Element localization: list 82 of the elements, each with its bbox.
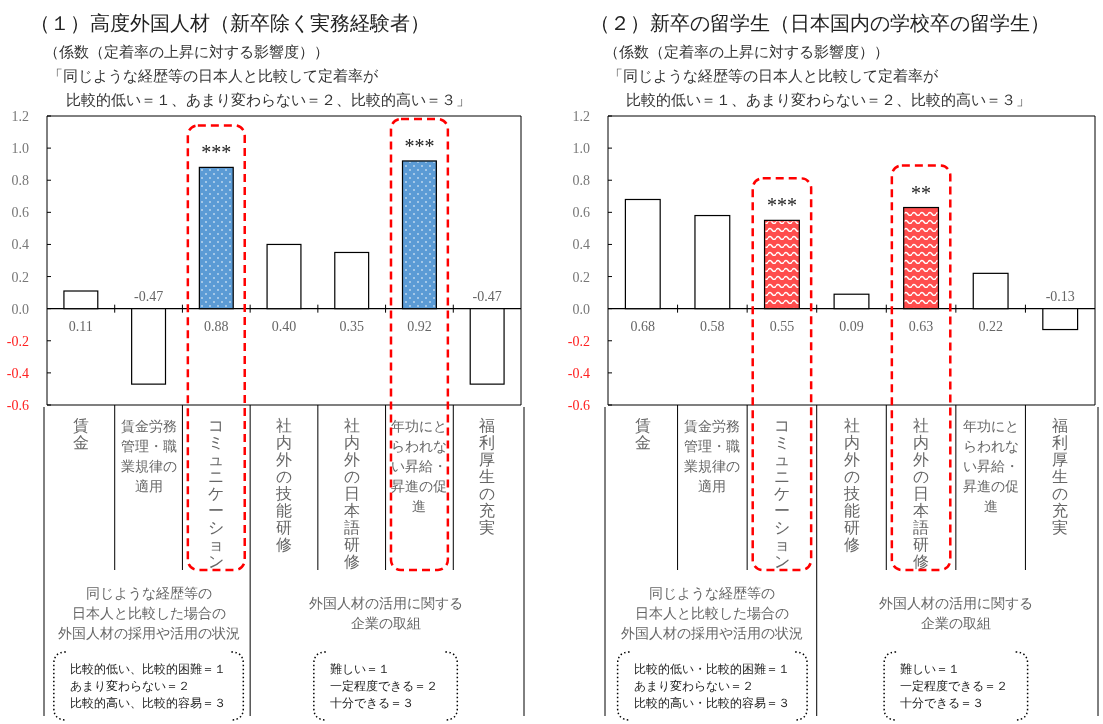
annotation: ** xyxy=(911,181,932,204)
text: 外国人材の活用に関する xyxy=(878,596,1033,611)
text: 十分できる＝３ xyxy=(329,697,414,710)
y-tick-label: -0.4 xyxy=(567,365,590,381)
text: 企業の取組 xyxy=(920,616,991,631)
data-label: -0.47 xyxy=(133,288,164,304)
x-tick-label: 賃金労務管理・職業規律の適用 xyxy=(684,419,741,494)
data-label: -0.13 xyxy=(1045,288,1075,304)
chart-subtitle: 「同じような経歴等の日本人と比較して定着率が xyxy=(608,68,939,84)
data-label: 0.92 xyxy=(407,318,432,334)
text: 比較的低い＝１、あまり変わらない＝２、比較的高い＝３」 xyxy=(626,92,1031,108)
y-tick-label: 1.2 xyxy=(11,109,29,124)
data-label: 0.35 xyxy=(339,318,364,334)
annotation: *** xyxy=(766,194,797,217)
text: 外国人材の活用に関する xyxy=(308,596,463,611)
y-tick-label: -0.6 xyxy=(567,398,590,413)
y-axis-title: （係数（定着率の上昇に対する影響度）） xyxy=(604,44,889,60)
y-axis-title: （係数（定着率の上昇に対する影響度）） xyxy=(44,44,329,60)
y-tick-label: 0.8 xyxy=(572,173,590,189)
y-tick-label: 1.2 xyxy=(572,109,590,124)
y-tick-label: 0.8 xyxy=(11,173,29,189)
text: 十分できる＝３ xyxy=(900,697,985,710)
category-label: コミュニケーション xyxy=(208,417,225,570)
text: 難しい＝１ xyxy=(329,663,390,675)
text: あまり変わらない＝２ xyxy=(69,679,190,693)
y-tick-label: 0.4 xyxy=(572,237,590,253)
text: 一定程度できる＝２ xyxy=(900,679,1009,693)
chart-title: （２）新卒の留学生（日本国内の学校卒の留学生） xyxy=(590,12,1050,34)
data-label: 0.55 xyxy=(769,318,795,334)
x-tick-label: 賃金 xyxy=(634,417,651,451)
chart-subtitle: 「同じような経歴等の日本人と比較して定着率が xyxy=(48,68,379,84)
text: 比較的低い＝１、あまり変わらない＝２、比較的高い＝３」 xyxy=(66,92,471,108)
category-label: 社内外の日本語研修 xyxy=(343,417,360,570)
annotation: *** xyxy=(404,134,435,157)
y-tick-label: 0.4 xyxy=(11,237,29,253)
y-tick-label: 0.0 xyxy=(572,301,590,317)
text: あまり変わらない＝２ xyxy=(633,679,754,693)
y-tick-label: -0.4 xyxy=(6,365,29,381)
text: 日本人と比較した場合の xyxy=(635,606,790,621)
x-tick-label: 年功にとらわれない昇給・昇進の促進 xyxy=(962,419,1019,514)
data-label: 0.58 xyxy=(700,318,725,334)
text: 同じような経歴等の xyxy=(649,586,776,601)
y-tick-label: 0.6 xyxy=(11,205,29,221)
data-label: 0.09 xyxy=(839,318,864,334)
x-tick-label: 社内外の技能研修 xyxy=(275,417,292,553)
text: 一定程度できる＝２ xyxy=(329,679,438,693)
category-label: 社内外の日本語研修 xyxy=(913,417,930,570)
x-tick-label: 社内外の技能研修 xyxy=(842,417,860,553)
data-label: 0.88 xyxy=(204,318,229,334)
y-tick-label: 0.0 xyxy=(11,301,29,317)
text: 企業の取組 xyxy=(350,616,421,631)
x-tick-label: 年功にとらわれない昇給・昇進の促進 xyxy=(391,419,448,514)
text: 外国人材の採用や活用の状況 xyxy=(57,626,240,641)
x-tick-label: 賃金労務管理・職業規律の適用 xyxy=(120,419,177,494)
text: 外国人材の採用や活用の状況 xyxy=(621,626,804,641)
data-label: 0.63 xyxy=(908,318,934,334)
y-tick-label: -0.2 xyxy=(6,333,29,349)
text: 比較的高い、比較的容易＝３ xyxy=(69,696,226,709)
data-label: 0.22 xyxy=(978,318,1003,334)
x-tick-label: 福利厚生の充実 xyxy=(1052,417,1069,536)
text: 比較的低い、比較的困難＝１ xyxy=(69,663,226,675)
data-label: 0.68 xyxy=(630,318,656,334)
data-label: 0.11 xyxy=(68,318,93,334)
text: 比較的低い・比較的困難＝１ xyxy=(633,663,790,675)
category-label: コミュニケーション xyxy=(773,417,790,570)
y-tick-label: -0.6 xyxy=(6,398,29,413)
x-tick-label: 福利厚生の充実 xyxy=(479,417,496,536)
annotation: *** xyxy=(201,141,232,164)
data-label: -0.47 xyxy=(472,288,502,304)
chart-title: （１）高度外国人材（新卒除く実務経験者） xyxy=(30,12,430,34)
x-tick-label: 賃金 xyxy=(72,417,89,451)
y-tick-label: 1.0 xyxy=(572,141,590,157)
data-label: 0.40 xyxy=(271,318,297,334)
y-tick-label: 0.2 xyxy=(572,269,590,285)
y-tick-label: 1.0 xyxy=(11,141,29,157)
text: 同じような経歴等の xyxy=(85,586,212,601)
text: 難しい＝１ xyxy=(900,663,961,675)
y-tick-label: -0.2 xyxy=(567,333,590,349)
text: 比較的高い・比較的容易＝３ xyxy=(633,696,790,709)
text: 日本人と比較した場合の xyxy=(71,606,226,621)
y-tick-label: 0.6 xyxy=(572,205,590,221)
y-tick-label: 0.2 xyxy=(11,269,29,285)
